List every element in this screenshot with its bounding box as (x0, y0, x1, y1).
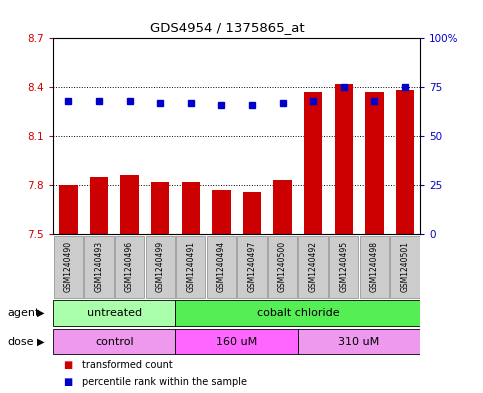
Text: GDS4954 / 1375865_at: GDS4954 / 1375865_at (150, 21, 304, 34)
Bar (59, 185, 78, 234)
Bar (54, 235, 83, 298)
Bar (90, 177, 108, 234)
Text: GSM1240500: GSM1240500 (278, 241, 287, 292)
Bar (243, 192, 261, 234)
Bar (298, 235, 328, 298)
Bar (53, 301, 175, 326)
Text: GSM1240498: GSM1240498 (370, 241, 379, 292)
Text: GSM1240493: GSM1240493 (95, 241, 103, 292)
Bar (237, 235, 267, 298)
Bar (304, 92, 322, 234)
Text: GSM1240499: GSM1240499 (156, 241, 165, 292)
Text: percentile rank within the sample: percentile rank within the sample (82, 377, 247, 387)
Bar (390, 235, 420, 298)
Bar (335, 84, 353, 234)
Text: GSM1240494: GSM1240494 (217, 241, 226, 292)
Bar (360, 235, 389, 298)
Bar (120, 175, 139, 234)
Bar (396, 90, 414, 234)
Text: control: control (95, 336, 134, 347)
Bar (53, 329, 175, 354)
Text: dose: dose (7, 336, 34, 347)
Text: transformed count: transformed count (82, 360, 173, 370)
Bar (298, 329, 420, 354)
Bar (145, 235, 175, 298)
Text: ▶: ▶ (37, 308, 45, 318)
Text: ■: ■ (63, 360, 72, 370)
Text: GSM1240492: GSM1240492 (309, 241, 318, 292)
Bar (176, 235, 205, 298)
Text: GSM1240491: GSM1240491 (186, 241, 195, 292)
Bar (115, 235, 144, 298)
Text: 310 uM: 310 uM (339, 336, 380, 347)
Bar (212, 190, 230, 234)
Bar (85, 235, 114, 298)
Text: GSM1240501: GSM1240501 (400, 241, 410, 292)
Text: untreated: untreated (87, 308, 142, 318)
Text: ■: ■ (63, 377, 72, 387)
Text: cobalt chloride: cobalt chloride (256, 308, 339, 318)
Text: GSM1240490: GSM1240490 (64, 241, 73, 292)
Bar (182, 182, 200, 234)
Text: agent: agent (7, 308, 40, 318)
Text: GSM1240497: GSM1240497 (247, 241, 256, 292)
Text: ▶: ▶ (37, 336, 45, 347)
Bar (329, 235, 358, 298)
Text: GSM1240496: GSM1240496 (125, 241, 134, 292)
Text: 160 uM: 160 uM (216, 336, 257, 347)
Text: GSM1240495: GSM1240495 (339, 241, 348, 292)
Bar (151, 182, 170, 234)
Bar (365, 92, 384, 234)
Bar (273, 180, 292, 234)
Bar (175, 301, 420, 326)
Bar (175, 329, 298, 354)
Bar (207, 235, 236, 298)
Bar (268, 235, 297, 298)
